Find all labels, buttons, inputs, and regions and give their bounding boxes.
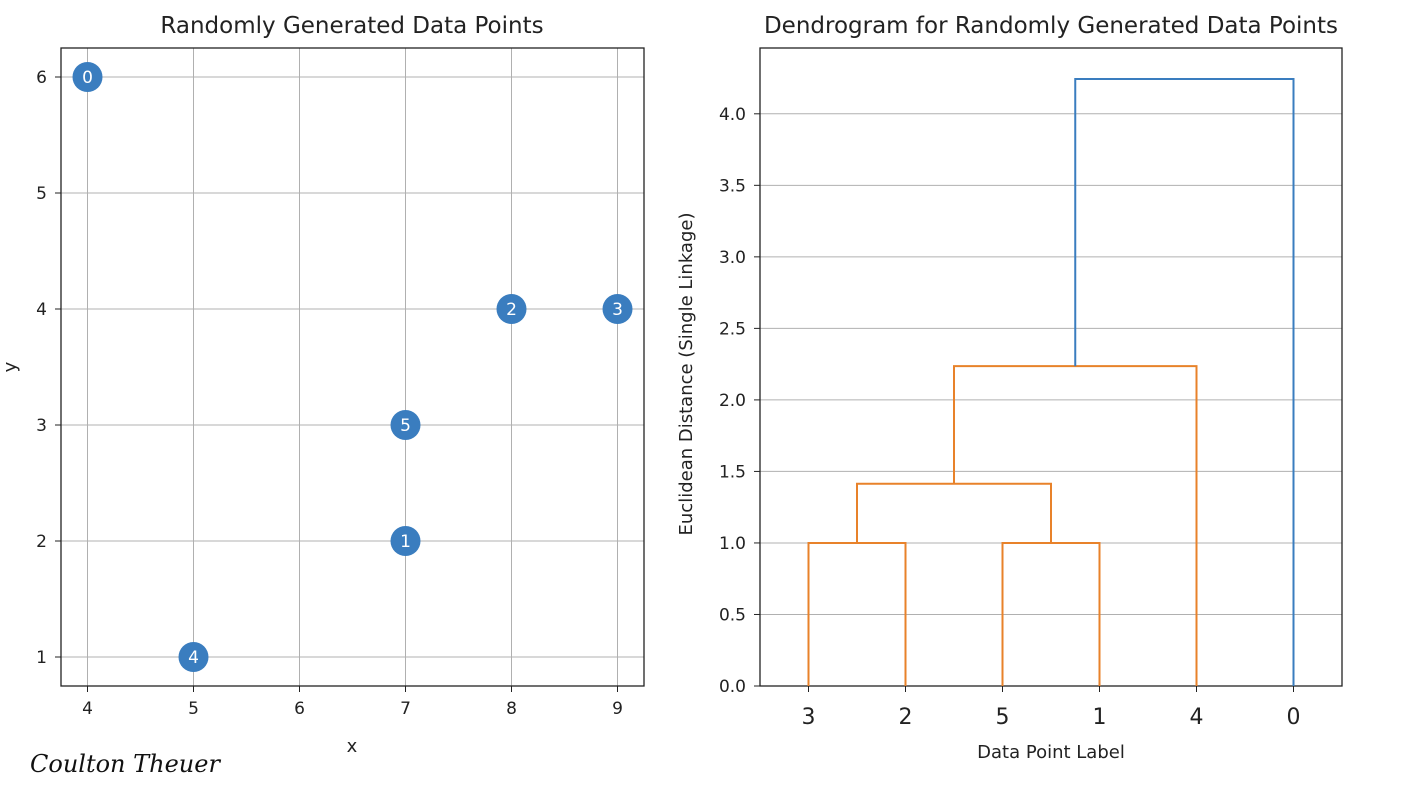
dendrogram-x-axis-label: Data Point Label xyxy=(977,742,1125,763)
scatter-y-tick-label: 5 xyxy=(36,184,47,204)
scatter-x-tick-label: 6 xyxy=(294,699,305,719)
dendrogram-leaf-label: 2 xyxy=(899,705,913,730)
dendrogram-chart: Dendrogram for Randomly Generated Data P… xyxy=(676,13,1343,763)
dendrogram-y-tick-label: 0.0 xyxy=(719,677,746,697)
scatter-y-axis-label: y xyxy=(0,361,21,372)
scatter-points: 0 1 2 3 4 5 xyxy=(72,62,633,672)
scatter-x-tick-label: 4 xyxy=(82,699,93,719)
dendrogram-y-tick-label: 3.0 xyxy=(719,248,746,268)
signature: Coulton Theuer xyxy=(30,750,221,778)
scatter-point-marker xyxy=(72,62,103,92)
dendrogram-y-axis-label: Euclidean Distance (Single Linkage) xyxy=(676,213,697,536)
scatter-x-tick-label: 5 xyxy=(188,699,199,719)
dendrogram-axes-frame xyxy=(759,47,1343,687)
dendrogram-leaf-label: 1 xyxy=(1093,705,1107,730)
dendrogram-y-tick-label: 2.0 xyxy=(719,391,746,411)
dendrogram-ticks: 0.0 0.5 1.0 1.5 2.0 2.5 3.0 3.5 4.0 3 2 5 1 4 0 xyxy=(719,105,1301,730)
scatter-y-tick-label: 3 xyxy=(36,416,47,436)
scatter-point: 4 xyxy=(178,642,209,672)
dendrogram-leaf-label: 0 xyxy=(1287,705,1301,730)
dendrogram-links xyxy=(807,78,1295,686)
dendrogram-leaf-label: 5 xyxy=(996,705,1010,730)
dendrogram-leaf-label: 4 xyxy=(1190,705,1204,730)
scatter-point: 1 xyxy=(390,526,421,556)
scatter-point: 2 xyxy=(496,294,527,324)
dendrogram-link xyxy=(1001,541,1101,686)
scatter-point-marker xyxy=(390,526,421,556)
dendrogram-link xyxy=(856,482,1052,543)
scatter-x-tick-label: 8 xyxy=(506,699,517,719)
scatter-point: 3 xyxy=(602,294,633,324)
scatter-point-label: 4 xyxy=(188,648,199,668)
scatter-axes-frame xyxy=(60,47,645,687)
dendrogram-link xyxy=(1074,78,1295,686)
scatter-point-marker xyxy=(178,642,209,672)
scatter-point-label: 2 xyxy=(506,300,517,320)
dendrogram-y-tick-label: 0.5 xyxy=(719,605,746,625)
scatter-chart: Randomly Generated Data Points 4 5 6 7 8 9 1 2 3… xyxy=(0,13,645,757)
scatter-point-marker xyxy=(602,294,633,324)
scatter-x-tick-label: 7 xyxy=(400,699,411,719)
scatter-x-tick-label: 9 xyxy=(612,699,623,719)
scatter-point-label: 1 xyxy=(400,532,411,552)
dendrogram-y-tick-label: 2.5 xyxy=(719,319,746,339)
dendrogram-y-tick-label: 1.5 xyxy=(719,462,746,482)
scatter-y-tick-label: 4 xyxy=(36,300,47,320)
scatter-point-marker xyxy=(496,294,527,324)
scatter-point-label: 0 xyxy=(82,68,93,88)
scatter-grid xyxy=(61,48,644,686)
scatter-point-label: 3 xyxy=(612,300,623,320)
scatter-point: 5 xyxy=(390,410,421,440)
scatter-point: 0 xyxy=(72,62,103,92)
dendrogram-grid xyxy=(760,113,1342,687)
scatter-ticks: 4 5 6 7 8 9 1 2 3 4 5 6 xyxy=(36,68,623,719)
scatter-title: Randomly Generated Data Points xyxy=(160,13,543,39)
scatter-x-axis-label: x xyxy=(347,736,358,757)
dendrogram-link xyxy=(953,365,1198,686)
scatter-y-tick-label: 6 xyxy=(36,68,47,88)
scatter-y-tick-label: 1 xyxy=(36,648,47,668)
dendrogram-leaf-label: 3 xyxy=(802,705,816,730)
scatter-y-tick-label: 2 xyxy=(36,532,47,552)
dendrogram-y-tick-label: 3.5 xyxy=(719,176,746,196)
scatter-point-marker xyxy=(390,410,421,440)
dendrogram-title: Dendrogram for Randomly Generated Data P… xyxy=(764,13,1338,39)
scatter-point-label: 5 xyxy=(400,416,411,436)
dendrogram-y-tick-label: 1.0 xyxy=(719,534,746,554)
dendrogram-y-tick-label: 4.0 xyxy=(719,105,746,125)
dendrogram-link xyxy=(807,541,907,686)
